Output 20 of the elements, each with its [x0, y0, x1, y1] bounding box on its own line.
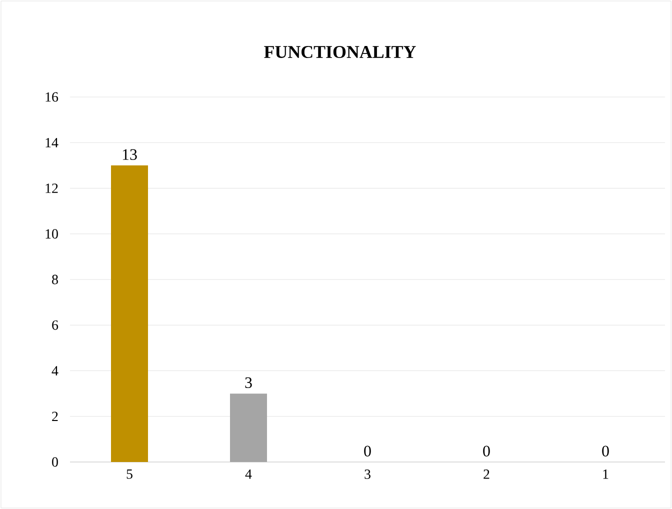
x-tick-label: 5 [126, 470, 132, 479]
y-tick-label: 14 [46, 138, 58, 148]
y-tick-label: 16 [46, 92, 58, 102]
data-label: 3 [245, 377, 252, 388]
data-label: 0 [602, 446, 609, 456]
y-tick-label: 2 [52, 412, 58, 421]
data-label: 13 [122, 149, 137, 160]
y-tick-label: 0 [52, 457, 58, 467]
x-tick-label: 4 [245, 470, 252, 479]
y-tick-label: 4 [52, 366, 58, 376]
y-tick-label: 12 [46, 184, 58, 193]
y-tick-label: 10 [46, 229, 58, 239]
data-label: 0 [483, 446, 490, 456]
y-tick-label: 6 [52, 320, 58, 330]
y-tick-label: 8 [52, 274, 58, 284]
chart-title: FUNCTIONALITY [264, 46, 416, 58]
x-tick-label: 1 [603, 470, 608, 479]
data-label: 0 [364, 446, 371, 456]
x-tick-label: 3 [364, 470, 370, 479]
x-tick-label: 2 [484, 470, 490, 479]
